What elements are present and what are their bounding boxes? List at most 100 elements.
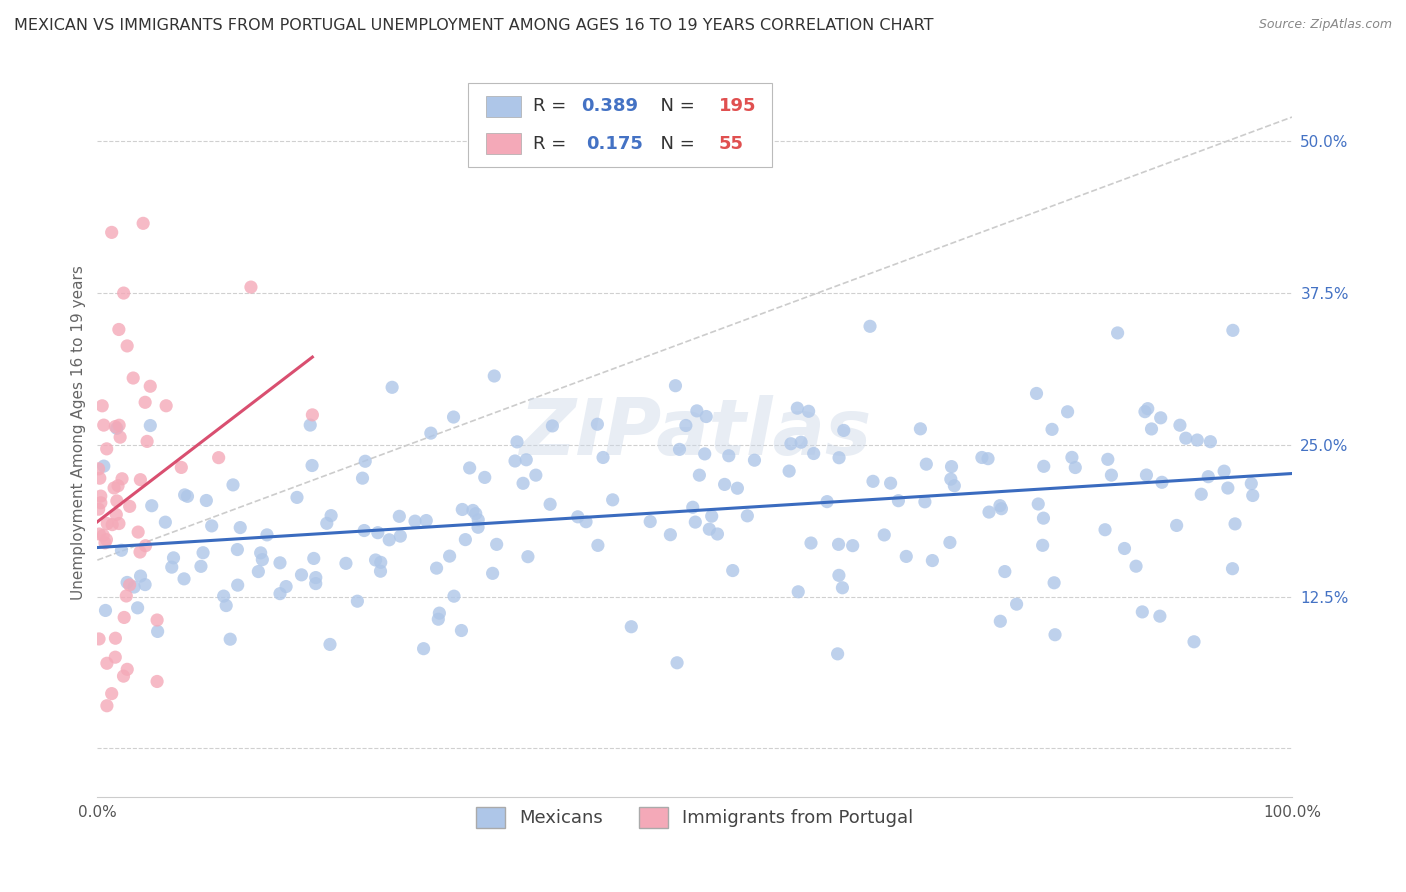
Point <box>1130 605 1153 619</box>
Point <box>1189 487 1212 501</box>
Point <box>104 419 127 434</box>
Point <box>803 446 825 460</box>
Point <box>1197 469 1219 483</box>
Point <box>103 481 125 495</box>
Point <box>93 459 115 474</box>
Point <box>977 505 1000 519</box>
Point <box>1241 488 1264 502</box>
Text: 55: 55 <box>718 135 744 153</box>
Point <box>481 566 503 581</box>
Point <box>415 514 437 528</box>
Point <box>1094 523 1116 537</box>
Point <box>1213 464 1236 478</box>
Point <box>173 572 195 586</box>
Point <box>1040 422 1063 436</box>
Point <box>105 494 128 508</box>
Point <box>800 536 823 550</box>
Point <box>1043 575 1066 590</box>
Point <box>115 339 138 353</box>
Point <box>541 418 564 433</box>
Point <box>512 476 534 491</box>
Point <box>412 641 434 656</box>
Point <box>827 647 849 661</box>
Point <box>990 501 1012 516</box>
Point <box>353 524 375 538</box>
Point <box>191 546 214 560</box>
Point <box>208 450 231 465</box>
Point <box>1060 450 1083 465</box>
Point <box>93 418 115 433</box>
Point <box>474 470 496 484</box>
Point <box>1133 405 1156 419</box>
Point <box>226 542 249 557</box>
Point <box>87 502 110 516</box>
Text: 0.389: 0.389 <box>581 97 638 115</box>
Point <box>815 494 838 508</box>
Point <box>122 580 145 594</box>
Point <box>1222 562 1244 576</box>
Point <box>744 453 766 467</box>
Point <box>129 569 152 583</box>
Point <box>112 610 135 624</box>
Point <box>725 481 748 495</box>
Point <box>675 418 697 433</box>
Text: MEXICAN VS IMMIGRANTS FROM PORTUGAL UNEMPLOYMENT AMONG AGES 16 TO 19 YEARS CORRE: MEXICAN VS IMMIGRANTS FROM PORTUGAL UNEM… <box>14 18 934 33</box>
Point <box>112 669 135 683</box>
Point <box>429 606 451 620</box>
Point <box>201 519 224 533</box>
Point <box>89 527 111 541</box>
Point <box>127 600 149 615</box>
Point <box>302 551 325 566</box>
Point <box>96 442 118 456</box>
Point <box>105 508 128 522</box>
Point <box>367 525 389 540</box>
Point <box>1099 468 1122 483</box>
Point <box>1240 476 1263 491</box>
Point <box>290 567 312 582</box>
Point <box>249 546 271 560</box>
Point <box>381 380 404 394</box>
Point <box>146 624 169 639</box>
Point <box>450 624 472 638</box>
Text: ZIPatlas: ZIPatlas <box>519 394 870 471</box>
Point <box>682 500 704 515</box>
Point <box>686 404 709 418</box>
Point <box>107 479 129 493</box>
Point <box>115 589 138 603</box>
Point <box>115 662 138 676</box>
Point <box>439 549 461 563</box>
Point <box>94 603 117 617</box>
Point <box>831 581 853 595</box>
Point <box>134 577 156 591</box>
Point <box>1149 609 1171 624</box>
Point <box>688 468 710 483</box>
Point <box>1026 497 1049 511</box>
Point <box>370 555 392 569</box>
Point <box>1223 516 1246 531</box>
Text: Source: ZipAtlas.com: Source: ZipAtlas.com <box>1258 18 1392 31</box>
Point <box>638 515 661 529</box>
Text: R =: R = <box>533 135 578 153</box>
Point <box>700 509 723 524</box>
Point <box>94 536 117 550</box>
Point <box>139 418 162 433</box>
Point <box>1168 418 1191 433</box>
Point <box>1199 434 1222 449</box>
Text: N =: N = <box>650 97 700 115</box>
Point <box>352 471 374 485</box>
Point <box>454 533 477 547</box>
Point <box>222 478 245 492</box>
Point <box>96 516 118 531</box>
Point <box>1187 433 1209 447</box>
Point <box>859 319 882 334</box>
Point <box>443 589 465 603</box>
Point <box>538 497 561 511</box>
FancyBboxPatch shape <box>468 83 772 167</box>
Point <box>146 674 169 689</box>
Point <box>301 408 323 422</box>
Point <box>1097 452 1119 467</box>
Point <box>458 461 481 475</box>
Point <box>666 656 689 670</box>
Point <box>274 580 297 594</box>
Point <box>586 417 609 432</box>
